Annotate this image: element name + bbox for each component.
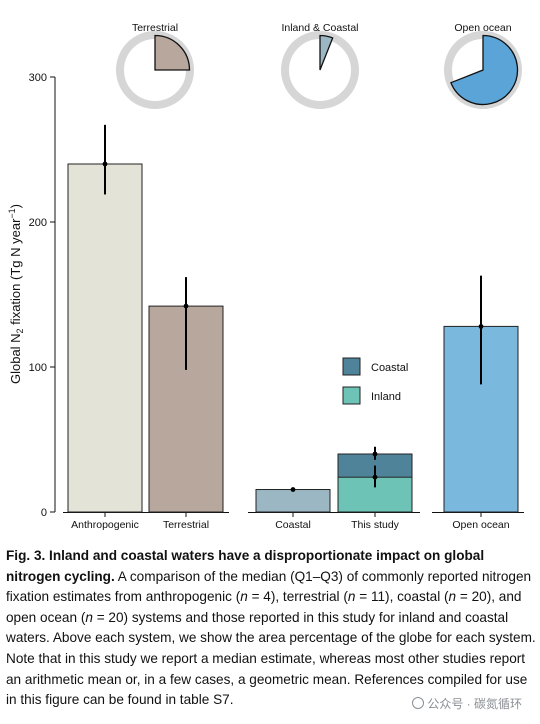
caption-n: n xyxy=(85,609,93,625)
y-tick-label: 100 xyxy=(29,362,47,374)
caption-body-1: A comparison of the median (Q1–Q3) of co… xyxy=(6,568,532,605)
caption-body-3: = 11), coastal ( xyxy=(355,589,449,605)
figure-caption: Fig. 3. Inland and coastal waters have a… xyxy=(6,546,536,711)
caption-n: n xyxy=(347,589,356,605)
x-tick-label: This study xyxy=(351,519,400,531)
legend-label: Coastal xyxy=(371,362,408,374)
bar-this-study-coastal-median xyxy=(372,451,378,457)
y-axis: 0 100 200 300 xyxy=(29,72,56,519)
caption-n: n xyxy=(240,589,248,605)
legend-swatch xyxy=(342,386,361,405)
y-axis-label: Global N2 fixation (Tg N year−1) xyxy=(7,204,25,384)
legend-label: Inland xyxy=(371,391,401,403)
bar-this-study-inland-median xyxy=(372,474,378,480)
y-tick-label: 0 xyxy=(41,507,47,519)
pie-slice xyxy=(319,34,334,71)
pie-title: Open ocean xyxy=(454,22,511,34)
pie-slice xyxy=(450,34,519,106)
globe-area-pies: Terrestrial Inland & Coastal Open ocean xyxy=(116,22,522,109)
x-tick-label: Anthropogenic xyxy=(71,519,139,531)
pie-title: Inland & Coastal xyxy=(281,22,358,34)
x-tick-label: Terrestrial xyxy=(163,519,209,531)
x-tick-label: Coastal xyxy=(275,519,311,531)
caption-body-4: = 20), and open ocean ( xyxy=(6,589,522,625)
bar-open-ocean-median xyxy=(478,324,484,329)
bars xyxy=(63,124,524,513)
bar-this-study-inland xyxy=(337,476,413,513)
y-tick-label: 300 xyxy=(29,72,47,84)
pie-slice xyxy=(154,34,191,71)
y-tick-label: 200 xyxy=(29,217,47,229)
nitrogen-fixation-chart: Terrestrial Inland & Coastal Open ocean 0 1… xyxy=(7,22,524,531)
bar-coastal-median xyxy=(290,487,296,492)
watermark: 公众号 · 碳氮循环 xyxy=(408,694,526,713)
caption-n: n xyxy=(448,589,457,605)
bar-terrestrial-median xyxy=(183,303,189,309)
x-tick-label: Open ocean xyxy=(452,519,509,531)
bar-anthropogenic xyxy=(67,163,143,513)
caption-title: Fig. 3. Inland and coastal waters have a… xyxy=(6,548,485,584)
bar-coastal xyxy=(255,489,331,513)
wechat-icon xyxy=(412,697,425,709)
legend-swatch xyxy=(342,357,361,376)
caption-body-5: = 20) systems and those reported in this… xyxy=(6,609,536,708)
x-axis-labels: Anthropogenic Terrestrial Coastal This stud… xyxy=(71,513,510,531)
watermark-text: 公众号 · 碳氮循环 xyxy=(427,697,522,711)
pie-title: Terrestrial xyxy=(132,22,178,34)
caption-body-2: = 4), terrestrial ( xyxy=(247,589,348,605)
bar-anthropogenic-median xyxy=(102,161,108,167)
legend: Coastal Inland xyxy=(342,357,408,405)
